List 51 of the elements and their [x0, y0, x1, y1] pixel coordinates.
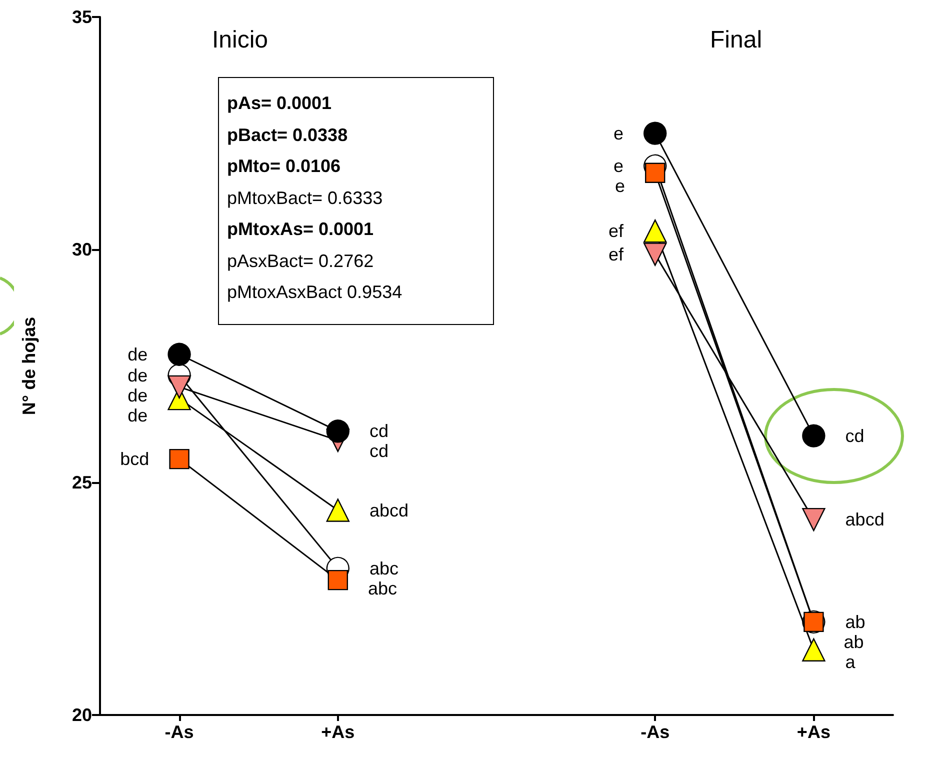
data-label: e	[613, 123, 624, 144]
data-label: de	[128, 365, 148, 386]
x-tick-label: +As	[321, 722, 355, 742]
data-label: ef	[608, 244, 624, 264]
data-label: bcd	[120, 449, 150, 470]
x-tick-label: +As	[796, 722, 830, 742]
point	[326, 420, 350, 443]
point	[644, 122, 667, 145]
data-label: ef	[608, 221, 624, 242]
point	[169, 448, 190, 470]
data-label: abcd	[370, 500, 409, 520]
annotation: pMtoxBact= 0.6333	[227, 186, 384, 210]
annotation: Inicio	[212, 26, 268, 54]
data-label: abc	[370, 558, 399, 578]
point	[328, 570, 348, 590]
y-tick-label: 25	[72, 472, 92, 492]
data-label: a	[845, 652, 856, 672]
annotation: pBact= 0.0338	[227, 124, 349, 147]
y-axis-title: N° de hojas	[19, 316, 39, 416]
annotation: pAs= 0.0001	[227, 92, 333, 115]
point	[645, 162, 666, 183]
data-label: ab	[845, 612, 866, 632]
data-label: cd	[370, 441, 389, 462]
y-tick-label: 35	[72, 7, 92, 27]
data-label: cd	[370, 421, 389, 442]
annotation: pMtoxAs= 0.0001	[227, 218, 375, 241]
data-label: de	[128, 385, 148, 406]
point	[326, 498, 350, 522]
data-label: cd	[845, 426, 864, 446]
point	[802, 508, 826, 532]
x-tick-label: -As	[164, 722, 194, 742]
annotation: pMto= 0.0106	[227, 155, 342, 178]
annotation: pAsxBact= 0.2762	[227, 250, 375, 273]
y-tick-label: 20	[72, 705, 92, 725]
data-label: e	[614, 176, 625, 196]
data-label: ab	[844, 632, 864, 652]
x-tick-label: -As	[640, 722, 670, 742]
data-label: de	[128, 405, 148, 426]
annotation: Final	[710, 26, 762, 54]
annotation: pMtoxAsxBact 0.9534	[227, 281, 404, 304]
point	[168, 342, 191, 366]
point	[644, 242, 667, 266]
point	[168, 375, 191, 399]
data-label: de	[128, 344, 148, 364]
y-tick-label: 30	[72, 240, 92, 260]
point	[802, 424, 826, 448]
point	[644, 219, 667, 243]
data-label: e	[613, 156, 624, 176]
point	[802, 638, 826, 662]
data-label: abc	[368, 578, 398, 598]
data-label: abcd	[845, 510, 884, 530]
